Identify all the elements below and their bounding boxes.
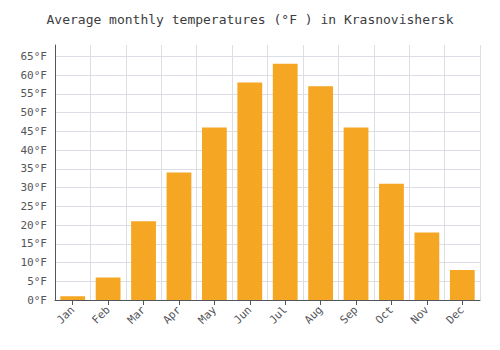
svg-text:15°F: 15°F bbox=[21, 237, 48, 250]
svg-text:30°F: 30°F bbox=[21, 181, 48, 194]
svg-text:5°F: 5°F bbox=[27, 275, 47, 288]
svg-text:35°F: 35°F bbox=[21, 162, 48, 175]
svg-text:Average monthly temperatures (: Average monthly temperatures (°F ) in Kr… bbox=[47, 12, 454, 27]
svg-text:Jan: Jan bbox=[54, 303, 77, 326]
svg-text:Feb: Feb bbox=[89, 303, 112, 326]
svg-text:Oct: Oct bbox=[373, 303, 396, 326]
svg-text:45°F: 45°F bbox=[21, 125, 48, 138]
svg-text:Jul: Jul bbox=[267, 303, 290, 326]
svg-text:40°F: 40°F bbox=[21, 144, 48, 157]
svg-text:50°F: 50°F bbox=[21, 106, 48, 119]
svg-text:55°F: 55°F bbox=[21, 87, 48, 100]
svg-text:60°F: 60°F bbox=[21, 69, 48, 82]
svg-text:20°F: 20°F bbox=[21, 219, 48, 232]
svg-text:65°F: 65°F bbox=[21, 50, 48, 63]
svg-text:0°F: 0°F bbox=[27, 294, 47, 307]
svg-text:May: May bbox=[196, 303, 219, 326]
svg-text:Dec: Dec bbox=[444, 303, 467, 326]
svg-text:10°F: 10°F bbox=[21, 256, 48, 269]
svg-text:25°F: 25°F bbox=[21, 200, 48, 213]
svg-text:Sep: Sep bbox=[337, 303, 360, 326]
svg-text:Nov: Nov bbox=[408, 303, 431, 326]
svg-text:Mar: Mar bbox=[125, 303, 148, 326]
svg-text:Aug: Aug bbox=[302, 303, 325, 326]
svg-text:Apr: Apr bbox=[160, 303, 183, 326]
svg-text:Jun: Jun bbox=[231, 303, 254, 326]
